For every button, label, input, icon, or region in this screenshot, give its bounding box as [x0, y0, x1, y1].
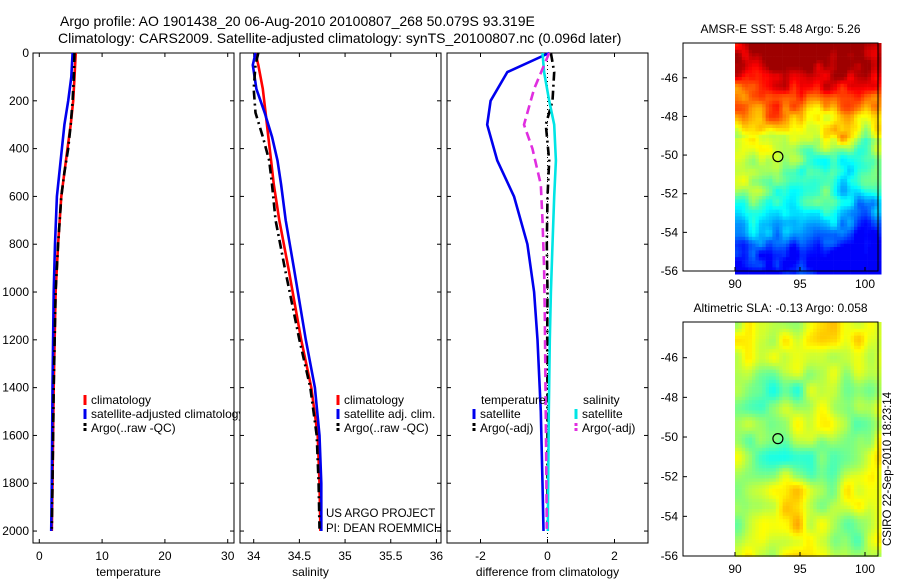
diff-legend-temp-argo-label: Argo(-adj): [480, 421, 533, 435]
temperature-xtick-label: 20: [158, 549, 172, 563]
diff-legend-temp-satellite-label: satellite: [480, 407, 521, 421]
sla-ytick-label: -54: [661, 509, 679, 523]
sal-legend-climatology-label: climatology: [344, 393, 404, 407]
temp-legend-argo-label: Argo(..raw -QC): [91, 421, 176, 435]
sla-map-raster: [735, 322, 882, 557]
project-line-1: US ARGO PROJECT: [326, 508, 435, 520]
difference-series-cyan: [541, 52, 558, 532]
difference-series-magenta: [522, 52, 551, 529]
sst-ytick-label: -56: [661, 264, 679, 278]
difference-xtick-label: 0: [544, 549, 551, 563]
sst-ytick-label: -50: [661, 148, 679, 162]
sla-map-frame: [682, 321, 879, 557]
depth-tick-label: 1200: [2, 333, 29, 347]
sla-map-panel: -46 -48 -50 -52 -54 -56 90 95 100 Altimetric SLA:…: [661, 301, 882, 576]
temp-legend-satellite-label: satellite-adjusted climatology: [91, 407, 244, 421]
title-line-2: Climatology: CARS2009. Satellite-adjuste…: [58, 30, 621, 46]
depth-tick-label: 1000: [2, 285, 29, 299]
difference-series-black: [544, 52, 556, 529]
depth-tick-label: 800: [9, 237, 29, 251]
salinity-xtick-label: 34: [247, 549, 261, 563]
salinity-series-black: [252, 52, 321, 529]
sst-xtick-label: 90: [728, 277, 742, 291]
sst-map-panel: -46 -48 -50 -52 -54 -56 90 95 100 AMSR-E SST: 5.4…: [661, 22, 882, 291]
salinity-panel: 34 34.5 35 35.5 36 salinity climatologysatelli…: [239, 52, 444, 579]
difference-xtick-label: 2: [611, 549, 618, 563]
sla-map-title: Altimetric SLA: -0.13 Argo: 0.058: [693, 301, 867, 315]
sst-map-raster: [735, 43, 882, 275]
depth-tick-label: 1800: [2, 476, 29, 490]
sst-argo-position-marker: [772, 151, 784, 163]
temperature-axes-frame: [32, 52, 235, 544]
temperature-series-blue: [49, 52, 74, 532]
depth-tick-label: 0: [22, 46, 29, 60]
diff-legend-sal-satellite-label: satellite: [582, 407, 623, 421]
sst-ytick-label: -46: [661, 71, 679, 85]
sla-xtick-label: 100: [855, 562, 875, 576]
diff-legend-header-temperature: temperature: [481, 393, 546, 407]
sst-map-title: AMSR-E SST: 5.48 Argo: 5.26: [700, 22, 860, 36]
depth-tick-label: 200: [9, 94, 29, 108]
sla-ytick-label: -50: [661, 430, 679, 444]
sst-xtick-label: 100: [855, 277, 875, 291]
salinity-xtick-label: 34.5: [288, 549, 312, 563]
temperature-panel: 0 200 400 600 800 1000 1200 1400 1600 1800 2000 0 10…: [2, 46, 244, 579]
sla-ytick-label: -46: [661, 351, 679, 365]
sst-map-frame: [682, 42, 879, 272]
salinity-xtick-label: 35: [338, 549, 352, 563]
sst-ytick-label: -52: [661, 187, 679, 201]
salinity-axes-frame: [239, 52, 442, 544]
temperature-xtick-label: 10: [95, 549, 109, 563]
salinity-xtick-label: 36: [430, 549, 444, 563]
depth-tick-label: 1600: [2, 428, 29, 442]
salinity-xlabel: salinity: [292, 565, 329, 579]
sst-ytick-label: -48: [661, 109, 679, 123]
sla-ytick-label: -52: [661, 470, 679, 484]
sst-ytick-label: -54: [661, 225, 679, 239]
depth-tick-label: 400: [9, 142, 29, 156]
difference-panel: -2 0 2 difference from climatology temperatu…: [446, 51, 649, 579]
salinity-xtick-label: 35.5: [379, 549, 403, 563]
difference-xtick-label: -2: [475, 549, 486, 563]
sla-ytick-label: -48: [661, 390, 679, 404]
difference-xlabel: difference from climatology: [476, 565, 619, 579]
sal-legend-satellite-label: satellite adj. clim.: [344, 407, 435, 421]
depth-tick-label: 2000: [2, 524, 29, 538]
temperature-series-black: [50, 52, 76, 529]
sla-ytick-label: -56: [661, 549, 679, 563]
depth-tick-label: 600: [9, 189, 29, 203]
salinity-series-blue: [251, 52, 323, 531]
temperature-xtick-label: 30: [221, 549, 235, 563]
depth-tick-label: 1400: [2, 381, 29, 395]
temperature-xtick-label: 0: [36, 549, 43, 563]
sla-xtick-label: 95: [793, 562, 807, 576]
sla-xtick-label: 90: [728, 562, 742, 576]
sst-xtick-label: 95: [793, 277, 807, 291]
diff-legend-sal-argo-label: Argo(-adj): [582, 421, 635, 435]
project-line-2: PI: DEAN ROEMMICH: [326, 523, 442, 535]
sla-argo-position-marker: [772, 433, 784, 445]
diff-legend-header-salinity: salinity: [583, 393, 620, 407]
credit-text: CSIRO 22-Sep-2010 18:23:14: [882, 391, 894, 546]
temp-legend-climatology-label: climatology: [91, 393, 151, 407]
title-line-1: Argo profile: AO 1901438_20 06-Aug-2010 …: [60, 13, 535, 29]
sal-legend-argo-label: Argo(..raw -QC): [344, 421, 429, 435]
difference-series-blue: [485, 51, 550, 532]
temperature-xlabel: temperature: [96, 565, 161, 579]
